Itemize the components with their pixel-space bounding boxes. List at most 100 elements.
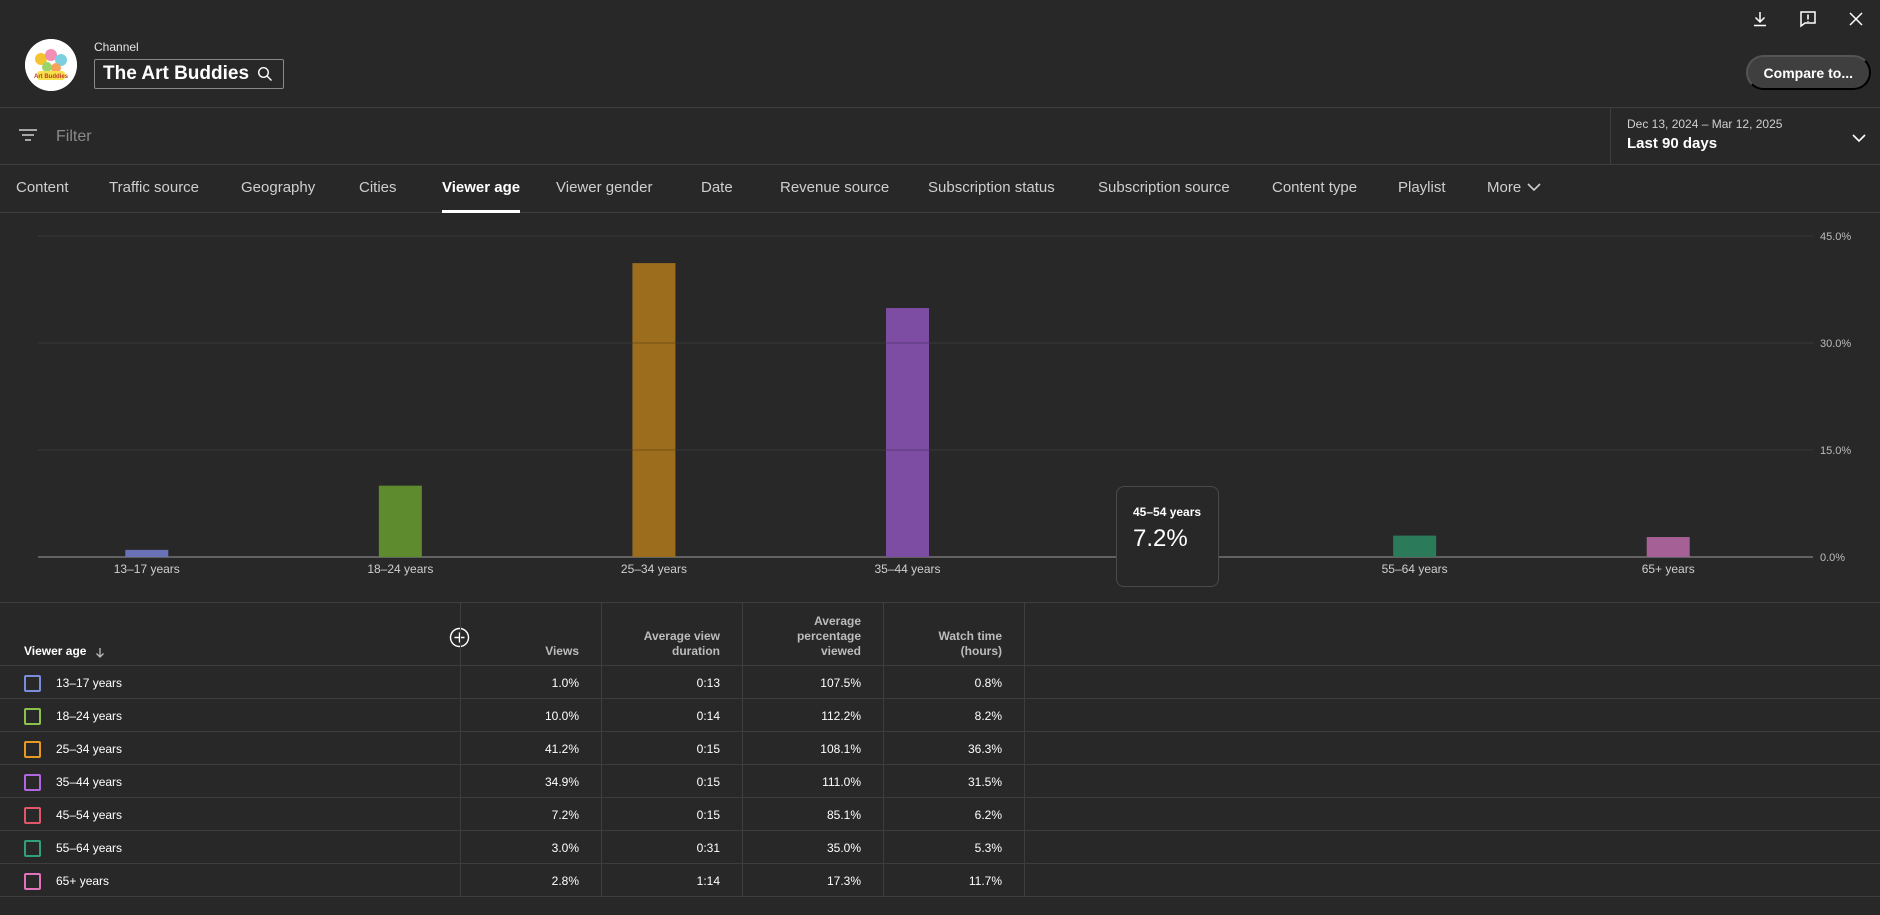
series-checkbox[interactable] <box>24 840 41 857</box>
bar-chart: 0.0% 15.0% 30.0% 45.0% 13–17 years 18–24 year… <box>38 231 1851 576</box>
y-tick-label: 30.0% <box>1820 338 1851 350</box>
column-divider <box>601 603 602 897</box>
table-body: 13–17 years 1.0% 0:13 107.5% 0.8% 18–24 years… <box>0 666 1880 897</box>
column-header-line: Average <box>814 614 861 628</box>
table-header: Viewer age Views Average view duration Avera… <box>0 603 1880 666</box>
x-tick-label: 55–64 years <box>1382 562 1448 576</box>
table-cell: 0:15 <box>696 807 720 822</box>
table-cell: 0:15 <box>696 741 720 756</box>
bar <box>1393 535 1437 557</box>
tab-subscription-source[interactable]: Subscription source <box>1098 179 1230 196</box>
sort-down-arrow-icon[interactable] <box>94 647 106 659</box>
table-cell: 41.2% <box>544 741 579 756</box>
channel-name: The Art Buddies <box>103 63 250 84</box>
table-cell: 0:14 <box>696 708 720 723</box>
feedback-icon[interactable] <box>1784 6 1832 32</box>
table-row[interactable]: 65+ years 2.8% 1:14 17.3% 11.7% <box>0 864 1880 897</box>
column-header-label: Views <box>545 644 579 659</box>
table-cell: 11.7% <box>968 873 1002 888</box>
column-header-label: Viewer age <box>24 644 86 659</box>
channel-label: Channel <box>94 40 139 54</box>
row-label: 45–54 years <box>56 807 123 822</box>
tab-geography[interactable]: Geography <box>241 179 316 196</box>
series-checkbox[interactable] <box>24 708 41 725</box>
tab-date[interactable]: Date <box>701 179 733 196</box>
row-label: 13–17 years <box>56 675 123 690</box>
channel-avatar: Art Buddies <box>25 39 77 91</box>
avatar-logo-text: Art Buddies <box>34 74 69 80</box>
series-checkbox[interactable] <box>24 741 41 758</box>
chevron-down-icon <box>1852 130 1866 148</box>
column-header-line: duration <box>672 644 720 658</box>
table-cell: 17.3% <box>826 873 861 888</box>
column-header-line: Watch time <box>938 629 1002 643</box>
tab-content-type[interactable]: Content type <box>1272 179 1358 196</box>
x-tick-label: 13–17 years <box>114 562 180 576</box>
table-cell: 0.8% <box>974 675 1002 690</box>
series-checkbox[interactable] <box>24 774 41 791</box>
table-cell: 112.2% <box>821 708 861 723</box>
tab-revenue-source[interactable]: Revenue source <box>780 179 890 196</box>
bar <box>632 263 676 557</box>
tab-playlist[interactable]: Playlist <box>1398 179 1446 196</box>
column-header[interactable]: Average view duration <box>601 603 742 666</box>
date-range-picker[interactable]: Dec 13, 2024 – Mar 12, 2025 Last 90 days <box>1610 108 1880 164</box>
row-label: 35–44 years <box>56 774 123 789</box>
table-cell: 0:13 <box>696 675 720 690</box>
row-label: 18–24 years <box>56 708 123 723</box>
table-cell: 3.0% <box>551 840 579 855</box>
table-cell: 6.2% <box>974 807 1002 822</box>
row-label: 55–64 years <box>56 840 123 855</box>
search-icon[interactable] <box>257 66 273 82</box>
add-column-icon[interactable] <box>449 627 470 653</box>
tab-more[interactable]: More <box>1487 179 1541 212</box>
tab-traffic-source[interactable]: Traffic source <box>109 179 200 196</box>
tooltip-label: 45–54 years <box>1133 505 1202 519</box>
tab-subscription-status[interactable]: Subscription status <box>928 179 1055 196</box>
tab-cities[interactable]: Cities <box>359 179 397 196</box>
chart-tooltip: 45–54 years 7.2% <box>1116 486 1219 587</box>
table-cell: 2.8% <box>551 873 579 888</box>
table-cell: 8.2% <box>974 708 1002 723</box>
column-header[interactable]: Views <box>460 603 601 666</box>
table-row[interactable]: 35–44 years 34.9% 0:15 111.0% 31.5% <box>0 765 1880 798</box>
column-header[interactable]: Viewer age <box>0 603 460 666</box>
column-header-line: Average view <box>643 629 720 643</box>
filter-icon[interactable] <box>18 127 38 148</box>
table-cell: 5.3% <box>974 840 1002 855</box>
tab-content[interactable]: Content <box>16 179 69 196</box>
table-row[interactable]: 13–17 years 1.0% 0:13 107.5% 0.8% <box>0 666 1880 699</box>
table-cell: 31.5% <box>967 774 1002 789</box>
table-row[interactable]: 55–64 years 3.0% 0:31 35.0% 5.3% <box>0 831 1880 864</box>
series-checkbox[interactable] <box>24 807 41 824</box>
column-header[interactable]: Watch time (hours) <box>883 603 1024 666</box>
column-header-line: viewed <box>820 644 861 658</box>
viewer-age-chart: 0.0% 15.0% 30.0% 45.0% 13–17 years 18–24 year… <box>0 213 1880 603</box>
table-row[interactable]: 18–24 years 10.0% 0:14 112.2% 8.2% <box>0 699 1880 732</box>
tab-viewer-gender[interactable]: Viewer gender <box>556 179 653 196</box>
table-cell: 10.0% <box>544 708 579 723</box>
table-cell: 1.0% <box>551 675 579 690</box>
dimension-tabs: Content Traffic source Geography Cities … <box>0 165 1880 213</box>
chevron-down-icon <box>1527 183 1541 192</box>
column-header-label: Watch time (hours) <box>938 629 1002 659</box>
filter-input[interactable] <box>56 126 1556 148</box>
table-row[interactable]: 25–34 years 41.2% 0:15 108.1% 36.3% <box>0 732 1880 765</box>
column-header-line: Viewer age <box>24 644 87 658</box>
x-tick-label: 65+ years <box>1642 562 1695 576</box>
column-divider <box>742 603 743 897</box>
table-cell: 107.5% <box>820 675 861 690</box>
channel-selector[interactable]: The Art Buddies <box>94 59 284 89</box>
series-checkbox[interactable] <box>24 873 41 890</box>
y-tick-label: 0.0% <box>1820 552 1845 564</box>
column-header[interactable]: Average percentage viewed <box>742 603 883 666</box>
table-cell: 108.1% <box>820 741 861 756</box>
close-icon[interactable] <box>1832 6 1880 32</box>
download-icon[interactable] <box>1736 6 1784 32</box>
table-row[interactable]: 45–54 years 7.2% 0:15 85.1% 6.2% <box>0 798 1880 831</box>
series-checkbox[interactable] <box>24 675 41 692</box>
bar <box>886 308 929 557</box>
tab-viewer-age[interactable]: Viewer age <box>442 179 521 213</box>
table-cell: 7.2% <box>551 807 579 822</box>
compare-button[interactable]: Compare to... <box>1745 55 1871 90</box>
